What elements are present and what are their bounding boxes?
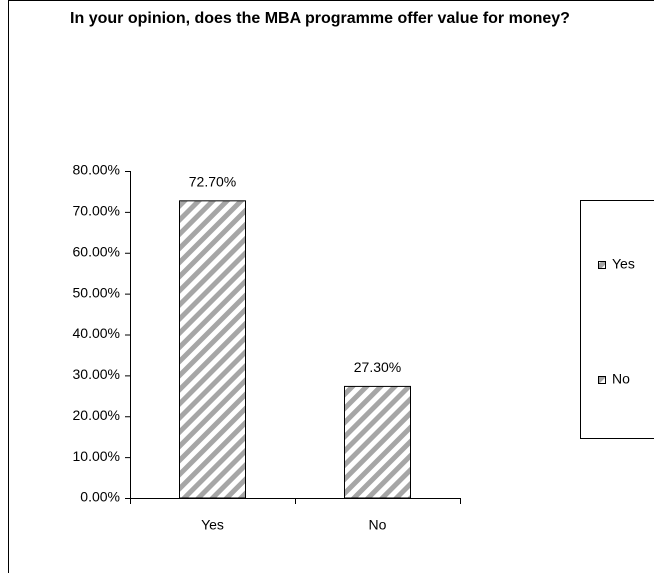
y-tick-label: 70.00% [73,203,120,219]
x-tick-label: No [369,517,387,533]
y-tick-label: 10.00% [73,448,120,464]
legend-label: Yes [612,256,635,272]
y-tick-label: 50.00% [73,284,120,300]
y-tick-label: 80.00% [73,162,120,178]
x-tick-label: Yes [201,517,224,533]
chart-title: In your opinion, does the MBA programme … [70,10,570,27]
data-label: 72.70% [189,174,236,190]
legend-label: No [612,371,630,387]
y-tick-label: 40.00% [73,325,120,341]
legend-box [580,200,654,439]
y-tick-label: 60.00% [73,243,120,259]
legend-swatch [598,261,606,269]
y-tick-label: 30.00% [73,366,120,382]
y-tick-label: 20.00% [73,407,120,423]
y-tick-label: 0.00% [80,489,120,505]
bar [344,385,411,499]
chart-border [8,0,654,573]
legend-swatch [598,376,606,384]
data-label: 27.30% [354,359,401,375]
bar [179,200,246,499]
